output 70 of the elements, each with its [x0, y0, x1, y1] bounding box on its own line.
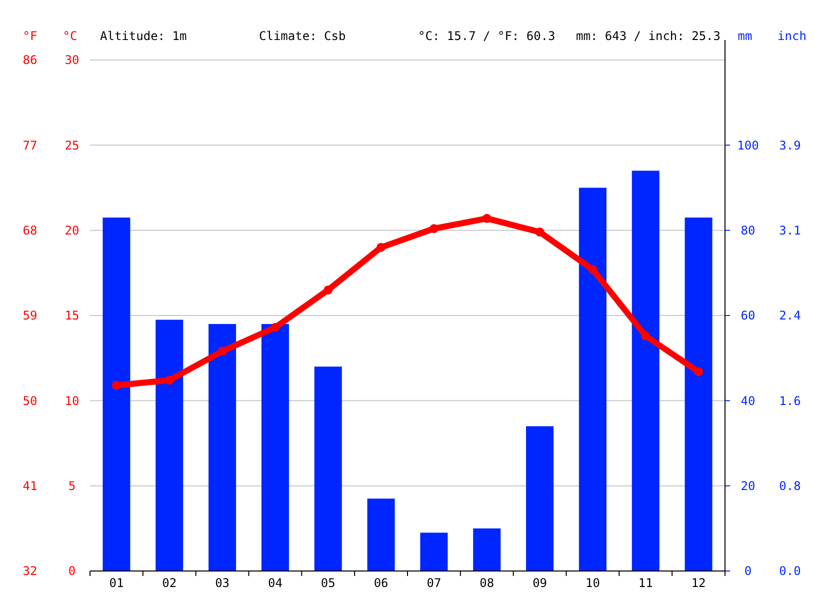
text: 2.4 [779, 308, 801, 323]
y3-tick-label: 86 [22, 53, 38, 68]
text: inch [778, 29, 806, 43]
y-tick-label: 0 [68, 564, 76, 578]
text: °C: 15.7 / °F: 60.3 [418, 29, 556, 43]
y-tick-label: 25 [64, 138, 80, 152]
point [112, 380, 121, 390]
bar [684, 218, 712, 571]
point [482, 214, 492, 223]
y-tick-label: 10 [64, 394, 80, 408]
text: 3.1 [779, 224, 801, 238]
bar [526, 426, 554, 571]
text: 0.8 [779, 479, 801, 494]
y-tick-label: 20 [64, 224, 80, 238]
point [588, 265, 598, 274]
x-tick-label: 02 [162, 576, 177, 590]
bar [420, 532, 448, 571]
bar [578, 188, 606, 571]
y3-tick-label: 41 [22, 479, 38, 494]
bar [261, 324, 289, 571]
y3-tick-label: 77 [22, 138, 38, 152]
y2-tick-label: 100 [737, 138, 759, 152]
y2-tick-label: 60 [740, 308, 756, 323]
x-tick-label: 11 [638, 576, 653, 590]
y-tick-label: 30 [64, 53, 80, 68]
x-tick-label: 06 [374, 576, 388, 590]
text: 1.6 [779, 394, 801, 408]
x-tick-label: 01 [109, 576, 124, 590]
x-tick-label: 08 [480, 576, 494, 590]
bar [208, 324, 236, 571]
y3-tick-label: 50 [22, 394, 38, 408]
point [694, 367, 704, 376]
text: Climate: Csb [259, 29, 346, 43]
x-tick-label: 12 [691, 576, 706, 590]
y-axis-title: °C [62, 29, 78, 43]
point [376, 242, 386, 252]
bar [632, 170, 660, 571]
y2-tick-label: 0 [744, 564, 752, 578]
text: 3.9 [779, 138, 801, 152]
point [164, 376, 174, 385]
point [270, 322, 280, 332]
x-tick-label: 10 [585, 576, 600, 590]
bar [367, 498, 395, 571]
point [641, 331, 650, 340]
y3-axis-title: °F [22, 29, 38, 43]
point [324, 285, 333, 294]
text: mm: 643 / inch: 25.3 [576, 29, 720, 43]
point [218, 346, 227, 356]
y2-axis-title: mm [738, 29, 752, 43]
y3-tick-label: 32 [22, 564, 38, 578]
text: 0.0 [779, 564, 801, 578]
y2-tick-label: 20 [740, 479, 756, 494]
x-tick-label: 03 [215, 576, 230, 590]
x-tick-label: 07 [426, 576, 442, 590]
x-tick-label: 05 [320, 576, 336, 590]
y3-tick-label: 68 [22, 224, 38, 238]
y2-tick-label: 40 [740, 394, 756, 408]
x-tick-label: 09 [532, 576, 548, 590]
y-tick-label: 15 [64, 308, 80, 323]
bar [156, 320, 184, 571]
text: Altitude: 1m [100, 29, 187, 43]
bar [102, 218, 130, 571]
y-tick-label: 5 [68, 479, 76, 494]
x-tick-label: 04 [268, 576, 282, 590]
y2-tick-label: 80 [740, 224, 756, 238]
bar [473, 528, 501, 571]
bar [314, 366, 342, 571]
point [429, 224, 438, 234]
point [535, 228, 544, 237]
y3-tick-label: 59 [22, 308, 38, 323]
